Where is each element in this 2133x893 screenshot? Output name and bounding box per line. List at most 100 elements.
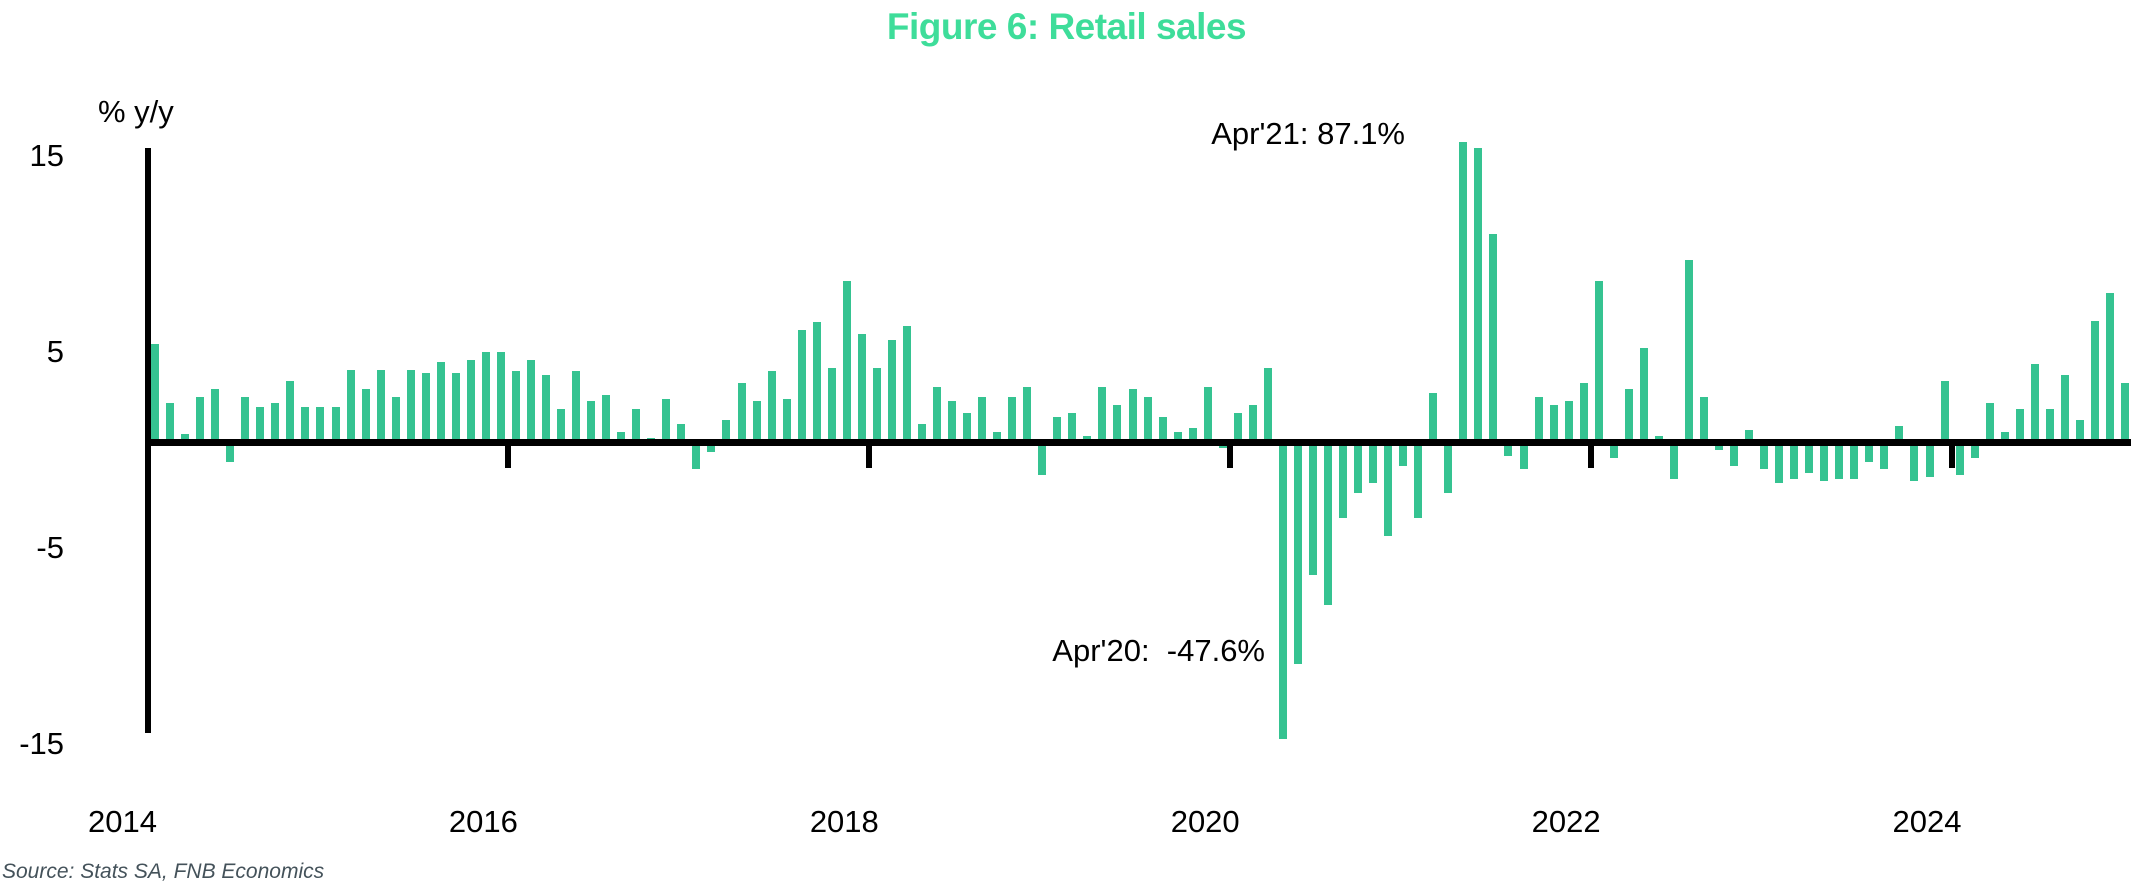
bar-2014-11 (301, 406, 310, 443)
bar-2019-11 (1203, 387, 1212, 443)
bar-2017-06 (767, 371, 776, 443)
bar-2023-05 (1835, 442, 1844, 480)
bar-2020-01 (1233, 412, 1242, 443)
bar-2016-11 (662, 398, 671, 443)
bar-2016-03 (542, 375, 550, 443)
y-tick-label--5: -5 (36, 530, 64, 565)
y-tick-label--15: -15 (19, 726, 64, 761)
bar-2014-12 (316, 406, 325, 443)
bar-2018-02 (887, 340, 896, 443)
bar-2024-03 (1985, 402, 1994, 443)
bar-2022-09 (1715, 442, 1723, 450)
bar-2021-04 (1459, 142, 1468, 443)
bar-2020-02 (1248, 404, 1257, 443)
bar-2017-10 (827, 367, 836, 443)
bar-2021-08 (1519, 442, 1528, 470)
bar-2022-08 (1699, 396, 1708, 443)
bar-2018-12 (1038, 442, 1047, 476)
bar-2023-07 (1865, 442, 1874, 462)
bar-2021-12 (1579, 383, 1588, 443)
bar-2019-08 (1158, 416, 1167, 443)
bar-2015-12 (496, 351, 505, 443)
bar-2017-07 (782, 398, 791, 443)
bar-2024-09 (2075, 420, 2084, 443)
x-tick-label-2020: 2020 (1170, 804, 1240, 839)
bar-2022-11 (1745, 430, 1753, 443)
bar-2021-03 (1444, 442, 1453, 493)
bar-2022-04 (1639, 347, 1648, 443)
y-tick-label-5: 5 (46, 334, 64, 369)
bar-2023-09 (1895, 426, 1904, 443)
x-tick-2016 (505, 444, 512, 468)
bar-2021-09 (1534, 396, 1543, 443)
x-tick-label-2024: 2024 (1892, 804, 1962, 839)
bar-2015-03 (361, 389, 370, 443)
y-tick-label-15: 15 (29, 138, 64, 173)
bar-2022-03 (1624, 389, 1633, 443)
x-tick-2018 (866, 444, 873, 468)
bar-2017-11 (842, 281, 851, 443)
bar-2019-05 (1113, 404, 1122, 443)
bar-2024-07 (2045, 408, 2054, 443)
bar-2019-07 (1143, 396, 1152, 443)
bar-2017-09 (812, 322, 821, 443)
bar-2018-11 (1023, 387, 1032, 443)
bar-2024-11 (2105, 293, 2114, 443)
bar-2018-05 (933, 387, 941, 443)
bar-2024-08 (2060, 375, 2069, 443)
bar-2020-12 (1399, 442, 1408, 466)
bar-2020-10 (1369, 442, 1378, 484)
x-tick-2024 (1949, 444, 1955, 468)
x-tick-2020 (1227, 444, 1234, 468)
bar-2018-07 (963, 412, 972, 443)
bar-2014-09 (271, 402, 280, 443)
bar-2017-05 (752, 400, 761, 443)
bar-2021-11 (1564, 400, 1573, 443)
bar-2014-07 (241, 396, 250, 443)
bar-2020-04 (1278, 442, 1287, 739)
bar-2024-10 (2090, 320, 2099, 443)
bar-2014-02 (166, 402, 174, 443)
bar-2021-06 (1489, 234, 1498, 443)
bar-2023-12 (1940, 381, 1949, 443)
bar-2021-07 (1504, 442, 1513, 456)
bar-2015-08 (436, 361, 445, 443)
bar-2021-02 (1429, 393, 1438, 443)
bar-2015-01 (331, 406, 340, 443)
chart-title: Figure 6: Retail sales (886, 6, 1247, 47)
annotation-apr21-peak: Apr'21: 87.1% (1211, 116, 1405, 151)
bar-2016-08 (617, 432, 626, 443)
bar-2014-04 (196, 396, 205, 443)
bar-2015-11 (481, 351, 490, 443)
bar-2016-09 (632, 408, 641, 443)
bar-2017-12 (857, 334, 866, 443)
bar-2014-01 (151, 344, 159, 443)
bar-2014-10 (286, 381, 295, 443)
bar-2018-04 (917, 424, 926, 443)
bar-2020-06 (1308, 442, 1317, 576)
bar-2019-02 (1068, 412, 1077, 443)
bar-2016-01 (511, 371, 520, 443)
bar-2020-11 (1384, 442, 1393, 537)
bar-2018-09 (993, 432, 1002, 443)
bar-2019-04 (1098, 387, 1107, 443)
x-tick-label-2016: 2016 (448, 804, 518, 839)
bar-2023-06 (1850, 442, 1859, 480)
bar-2023-02 (1790, 442, 1799, 480)
x-axis-zero-line (145, 438, 2131, 446)
bar-2019-10 (1188, 428, 1197, 443)
bar-2023-08 (1880, 442, 1889, 470)
bar-2020-07 (1324, 442, 1332, 605)
bar-2018-03 (902, 326, 911, 443)
bar-2024-05 (2015, 408, 2024, 443)
bar-2020-03 (1263, 367, 1272, 443)
y-axis-unit-label: % y/y (98, 94, 174, 129)
bar-2020-05 (1293, 442, 1302, 664)
bar-2014-06 (226, 442, 235, 462)
bar-2022-02 (1609, 442, 1618, 458)
bar-2017-04 (737, 383, 746, 443)
bar-2024-02 (1970, 442, 1979, 458)
bar-2014-05 (211, 389, 220, 443)
